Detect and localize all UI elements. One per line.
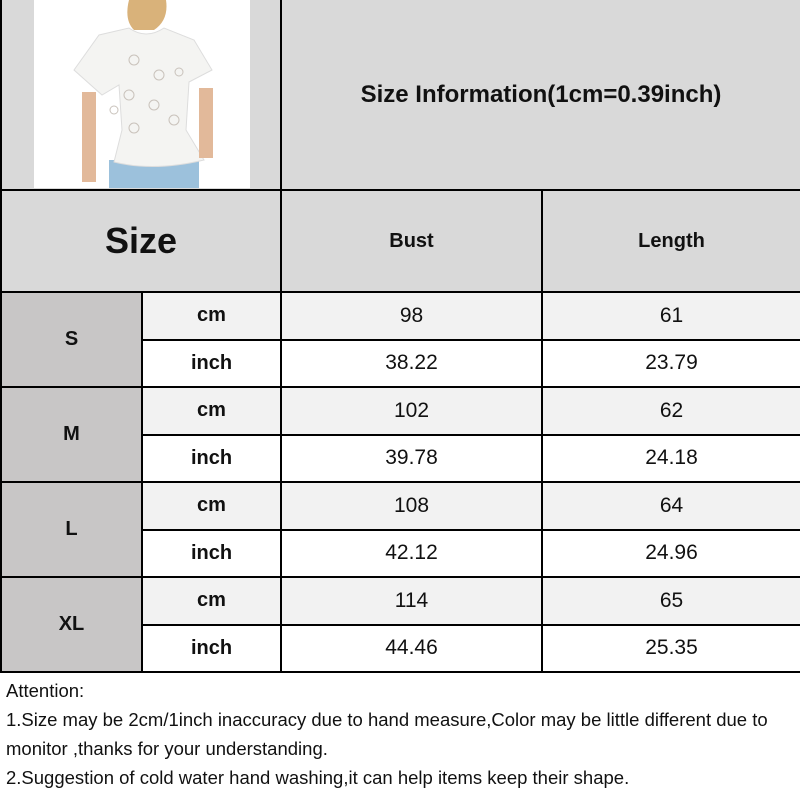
unit-label: inch [143, 625, 282, 673]
size-label: M [2, 388, 143, 483]
product-photo [34, 0, 250, 188]
length-value: 24.96 [543, 530, 800, 578]
length-value: 64 [543, 483, 800, 531]
bust-value: 38.22 [282, 340, 543, 388]
size-label: L [2, 483, 143, 578]
length-header: Length [543, 191, 800, 293]
length-value: 61 [543, 293, 800, 341]
bust-value: 108 [282, 483, 543, 531]
notes-heading: Attention: [6, 680, 85, 701]
size-label: S [2, 293, 143, 388]
length-value: 24.18 [543, 435, 800, 483]
bust-value: 102 [282, 388, 543, 436]
unit-label: cm [143, 388, 282, 436]
unit-label: cm [143, 293, 282, 341]
page-title: Size Information(1cm=0.39inch) [282, 0, 800, 191]
size-label: XL [2, 578, 143, 673]
unit-label: inch [143, 340, 282, 388]
attention-notes: Attention: 1.Size may be 2cm/1inch inacc… [6, 676, 796, 792]
length-value: 62 [543, 388, 800, 436]
product-photo-cell [2, 0, 282, 191]
unit-label: inch [143, 530, 282, 578]
size-header: Size [2, 191, 282, 293]
bust-value: 42.12 [282, 530, 543, 578]
note-line-2: 2.Suggestion of cold water hand washing,… [6, 767, 630, 788]
length-value: 23.79 [543, 340, 800, 388]
bust-value: 44.46 [282, 625, 543, 673]
unit-label: cm [143, 578, 282, 626]
bust-value: 98 [282, 293, 543, 341]
length-value: 65 [543, 578, 800, 626]
size-table: Size Information(1cm=0.39inch) Size Bust… [0, 0, 800, 673]
unit-label: cm [143, 483, 282, 531]
unit-label: inch [143, 435, 282, 483]
length-value: 25.35 [543, 625, 800, 673]
note-line-1: 1.Size may be 2cm/1inch inaccuracy due t… [6, 709, 768, 759]
bust-value: 39.78 [282, 435, 543, 483]
bust-value: 114 [282, 578, 543, 626]
bust-header: Bust [282, 191, 543, 293]
